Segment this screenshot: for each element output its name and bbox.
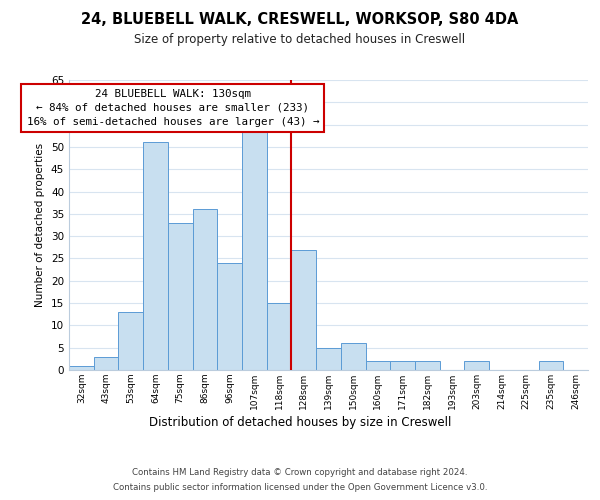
Bar bbox=[464, 361, 489, 370]
Bar bbox=[316, 348, 341, 370]
Text: Contains public sector information licensed under the Open Government Licence v3: Contains public sector information licen… bbox=[113, 483, 487, 492]
Bar bbox=[539, 361, 563, 370]
Text: Size of property relative to detached houses in Creswell: Size of property relative to detached ho… bbox=[134, 32, 466, 46]
Bar bbox=[242, 129, 267, 370]
Y-axis label: Number of detached properties: Number of detached properties bbox=[35, 143, 46, 307]
Bar bbox=[193, 210, 217, 370]
Bar bbox=[118, 312, 143, 370]
Bar bbox=[267, 303, 292, 370]
Bar bbox=[217, 263, 242, 370]
Bar bbox=[415, 361, 440, 370]
Bar bbox=[168, 223, 193, 370]
Text: 24 BLUEBELL WALK: 130sqm
← 84% of detached houses are smaller (233)
16% of semi-: 24 BLUEBELL WALK: 130sqm ← 84% of detach… bbox=[26, 89, 319, 127]
Text: Contains HM Land Registry data © Crown copyright and database right 2024.: Contains HM Land Registry data © Crown c… bbox=[132, 468, 468, 477]
Bar bbox=[341, 343, 365, 370]
Bar bbox=[365, 361, 390, 370]
Bar bbox=[94, 356, 118, 370]
Bar bbox=[390, 361, 415, 370]
Text: Distribution of detached houses by size in Creswell: Distribution of detached houses by size … bbox=[149, 416, 451, 429]
Bar bbox=[292, 250, 316, 370]
Text: 24, BLUEBELL WALK, CRESWELL, WORKSOP, S80 4DA: 24, BLUEBELL WALK, CRESWELL, WORKSOP, S8… bbox=[82, 12, 518, 28]
Bar bbox=[143, 142, 168, 370]
Bar bbox=[69, 366, 94, 370]
